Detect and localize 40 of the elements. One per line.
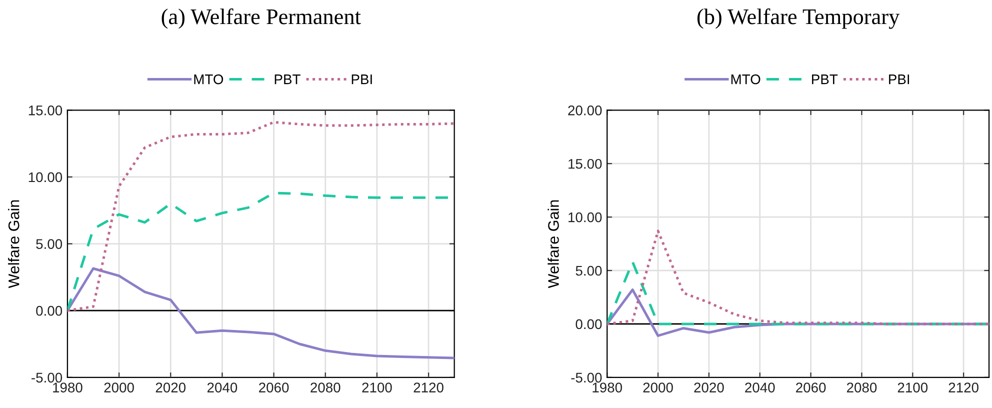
line-series: [67, 120, 454, 312]
y-tick-label: -5.00: [571, 372, 602, 383]
y-tick-label: 20.00: [568, 105, 602, 116]
y-tick-label: 15.00: [568, 158, 602, 169]
line-series: [607, 230, 990, 326]
y-axis-title: Welfare Gain: [8, 200, 20, 288]
x-tick-label: 1980: [53, 382, 82, 392]
legend-label: MTO: [194, 74, 224, 84]
y-tick-label: 10.00: [28, 172, 62, 182]
x-tick-label: 2040: [745, 382, 775, 392]
x-tick-label: 2100: [898, 382, 928, 392]
x-tick-label: 2020: [694, 382, 724, 392]
x-tick-label: 2120: [948, 382, 978, 392]
x-tick-label: 2020: [156, 382, 186, 392]
x-tick-label: 2060: [796, 382, 826, 392]
legend-label: PBI: [352, 74, 372, 84]
y-axis-title: Welfare Gain: [548, 200, 559, 288]
legend-label: MTO: [731, 74, 760, 84]
x-tick-label: 2040: [207, 382, 238, 392]
legend-label: PBI: [889, 74, 910, 84]
x-tick-label: 2060: [259, 382, 289, 392]
y-tick-label: 5.00: [576, 266, 602, 276]
x-tick-label: 2120: [414, 382, 444, 392]
y-tick-label: -5.00: [32, 372, 62, 383]
x-tick-label: 2080: [310, 382, 340, 392]
x-tick-label: 1980: [592, 382, 622, 392]
x-tick-label: 2000: [104, 382, 134, 392]
line-series: [67, 267, 454, 360]
chart-title: (b) Welfare Temporary: [697, 8, 900, 29]
legend-label: PBT: [812, 74, 838, 84]
x-tick-label: 2100: [362, 382, 392, 392]
chart-title: (a) Welfare Permanent: [162, 8, 361, 29]
y-tick-label: 15.00: [28, 105, 62, 116]
y-tick-label: 0.00: [576, 319, 602, 330]
legend-label: PBT: [274, 74, 300, 84]
y-tick-label: 0.00: [36, 306, 62, 316]
y-tick-label: 10.00: [568, 212, 602, 222]
x-tick-label: 2000: [643, 382, 673, 392]
x-tick-label: 2080: [846, 382, 877, 392]
y-tick-label: 5.00: [36, 239, 62, 249]
